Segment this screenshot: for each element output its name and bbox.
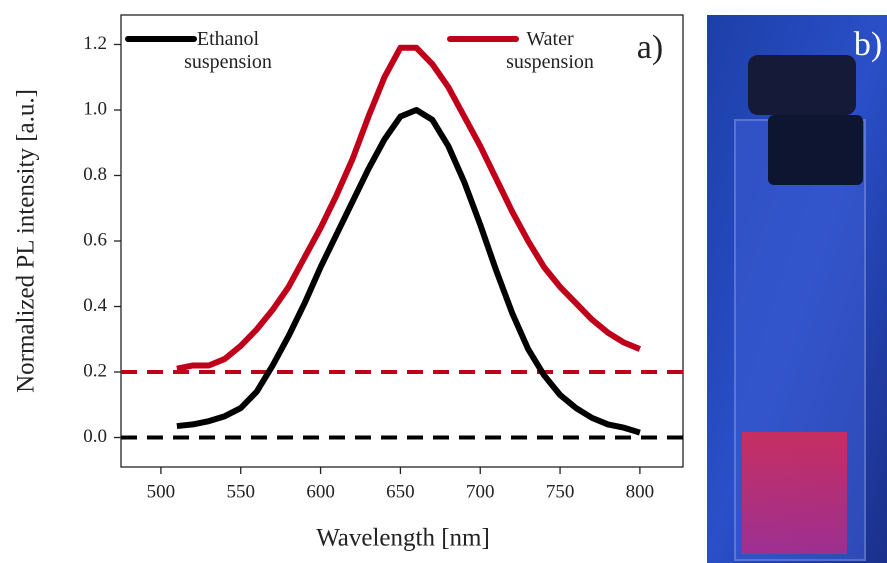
y-tick-label: 0.8 (83, 164, 107, 185)
y-tick-label: 0.6 (83, 229, 107, 250)
photo (707, 15, 887, 563)
cap (768, 115, 863, 185)
x-tick-label: 500 (147, 481, 176, 502)
y-tick-label: 0.0 (83, 426, 107, 447)
y-tick-label: 1.2 (83, 33, 107, 54)
legend-label: Water suspension (506, 28, 594, 73)
x-tick-label: 550 (226, 481, 255, 502)
x-tick-label: 600 (306, 481, 335, 502)
x-tick-label: 700 (466, 481, 495, 502)
panel-label: a) (637, 29, 663, 66)
x-tick-label: 750 (546, 481, 575, 502)
x-tick-label: 800 (626, 481, 655, 502)
panel-label: b) (854, 26, 882, 63)
data-line (176, 44, 642, 372)
data-line (176, 106, 641, 436)
legend-label: Ethanol suspension (184, 28, 272, 73)
x-axis-label: Wavelength [nm] (316, 525, 490, 552)
y-axis-label: Normalized PL intensity [a.u.] (13, 89, 40, 393)
y-tick-label: 1.0 (83, 98, 107, 119)
y-tick-label: 0.4 (83, 295, 107, 316)
cap-top (748, 55, 856, 115)
y-tick-label: 0.2 (83, 360, 107, 381)
liquid (742, 432, 847, 554)
plot-frame (120, 14, 684, 468)
x-tick-label: 650 (386, 481, 415, 502)
